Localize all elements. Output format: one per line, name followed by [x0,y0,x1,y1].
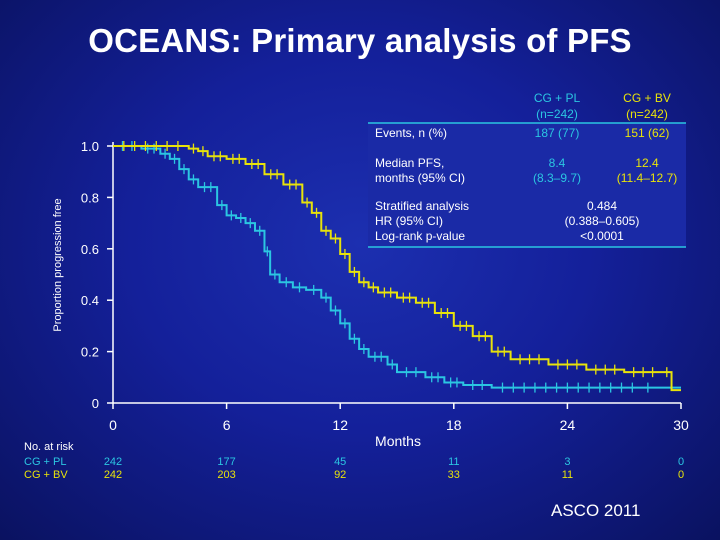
x-axis-label: Months [375,433,421,449]
at-risk-row-label: CG + BV [24,469,68,481]
x-tick-label: 24 [560,417,576,433]
at-risk-count: 3 [564,456,570,468]
chart-curves [113,141,681,393]
table-cell-combined: 0.484 [587,199,617,213]
table-col-n: (n=242) [536,107,578,121]
y-tick-label: 1.0 [81,139,99,154]
at-risk-count: 11 [562,469,573,481]
table-col-header: CG + PL [534,91,581,105]
table-cell: (8.3–9.7) [533,171,581,185]
at-risk-count: 33 [448,469,460,481]
x-tick-label: 0 [109,417,117,433]
table-cell: (11.4–12.7) [617,171,678,185]
curve-cg-pl [113,145,681,389]
table-col-header: CG + BV [623,91,671,105]
chart-axes: 0 0.2 0.4 0.6 0.8 1.0 0 6 12 18 24 30 Months Proporti… [52,139,689,449]
y-tick-label: 0 [92,396,99,411]
table-cell: 151 (62) [625,126,670,140]
at-risk-count: 0 [678,456,684,468]
at-risk-count: 11 [448,456,459,468]
table-row-label: Stratified analysis [375,199,469,213]
at-risk-count: 242 [104,469,122,481]
table-row-label: HR (95% CI) [375,214,443,228]
table-row-label: months (95% CI) [375,171,465,185]
at-risk-header: No. at risk [24,441,74,453]
y-tick-label: 0.6 [81,242,99,257]
at-risk-count: 92 [334,469,346,481]
table-row-label: Events, n (%) [375,126,447,140]
at-risk-count: 45 [334,456,346,468]
at-risk-count: 203 [217,469,235,481]
y-tick-label: 0.2 [81,345,99,360]
y-tick-label: 0.4 [81,293,99,308]
y-tick-label: 0.8 [81,190,99,205]
at-risk-count: 242 [104,456,122,468]
at-risk-count: 0 [678,469,684,481]
table-cell: 12.4 [635,156,659,170]
at-risk-row-label: CG + PL [24,456,67,468]
table-cell-combined: <0.0001 [580,229,624,243]
summary-table: CG + PL (n=242) CG + BV (n=242) Events, n (%… [368,91,686,248]
table-row-label: Median PFS, [375,156,444,170]
y-axis-label: Proportion progression free [52,198,64,331]
conference-label: ASCO 2011 [551,501,641,520]
at-risk-count: 177 [217,456,235,468]
slide-title: OCEANS: Primary analysis of PFS [88,22,632,59]
summary-table-bg [368,123,686,247]
table-row-label: Log-rank p-value [375,229,465,243]
table-col-n: (n=242) [626,107,668,121]
x-tick-label: 18 [446,417,462,433]
table-cell: 8.4 [549,156,566,170]
table-cell: 187 (77) [535,126,580,140]
x-tick-label: 12 [332,417,348,433]
x-tick-label: 30 [673,417,689,433]
x-tick-label: 6 [223,417,231,433]
table-cell-combined: (0.388–0.605) [565,214,640,228]
curve-cg-bv [113,145,681,392]
